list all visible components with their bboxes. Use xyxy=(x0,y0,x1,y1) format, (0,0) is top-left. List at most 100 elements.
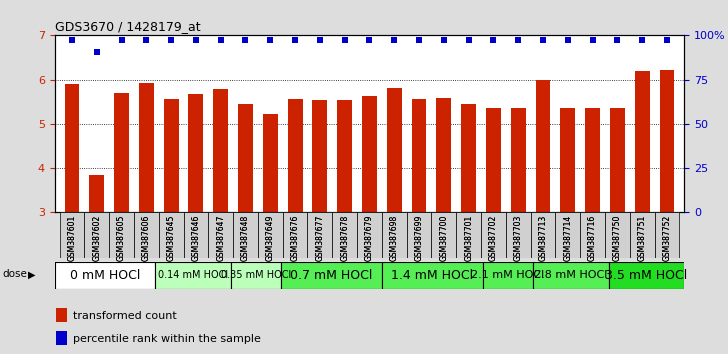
Bar xyxy=(288,99,303,212)
Text: GSM387714: GSM387714 xyxy=(563,215,572,261)
FancyBboxPatch shape xyxy=(258,212,282,258)
FancyBboxPatch shape xyxy=(483,262,533,289)
Bar xyxy=(139,83,154,212)
Text: GSM387679: GSM387679 xyxy=(365,215,374,261)
Point xyxy=(240,37,251,42)
Text: GSM387679: GSM387679 xyxy=(365,215,374,261)
Text: GSM387702: GSM387702 xyxy=(489,215,498,261)
Point xyxy=(116,37,127,42)
Text: GSM387677: GSM387677 xyxy=(315,215,325,261)
Text: GSM387678: GSM387678 xyxy=(340,215,349,261)
Bar xyxy=(561,108,575,212)
Point xyxy=(314,37,325,42)
Text: 0.7 mM HOCl: 0.7 mM HOCl xyxy=(290,269,373,282)
FancyBboxPatch shape xyxy=(605,212,630,258)
FancyBboxPatch shape xyxy=(533,262,609,289)
Point xyxy=(66,37,78,42)
Text: 0 mM HOCl: 0 mM HOCl xyxy=(70,269,141,282)
Text: GSM387716: GSM387716 xyxy=(588,215,597,261)
Bar xyxy=(387,87,402,212)
FancyBboxPatch shape xyxy=(580,212,605,258)
Text: GSM387606: GSM387606 xyxy=(142,215,151,261)
Text: GSM387648: GSM387648 xyxy=(241,215,250,261)
Text: GSM387605: GSM387605 xyxy=(117,215,126,261)
Point xyxy=(91,49,103,55)
Text: 2.8 mM HOCl: 2.8 mM HOCl xyxy=(534,270,608,280)
Text: 0.14 mM HOCl: 0.14 mM HOCl xyxy=(158,270,228,280)
Bar xyxy=(536,80,550,212)
Text: GSM387699: GSM387699 xyxy=(414,215,424,261)
Text: GSM387601: GSM387601 xyxy=(68,215,76,261)
Point xyxy=(463,37,475,42)
Text: GSM387647: GSM387647 xyxy=(216,215,225,261)
Point xyxy=(636,37,648,42)
FancyBboxPatch shape xyxy=(531,212,555,258)
Text: 0.35 mM HOCl: 0.35 mM HOCl xyxy=(221,270,291,280)
FancyBboxPatch shape xyxy=(382,212,407,258)
Bar xyxy=(213,89,228,212)
FancyBboxPatch shape xyxy=(654,212,679,258)
Text: GSM387700: GSM387700 xyxy=(439,215,448,261)
Point xyxy=(661,37,673,42)
FancyBboxPatch shape xyxy=(357,212,382,258)
Text: 3.5 mM HOCl: 3.5 mM HOCl xyxy=(606,269,688,282)
Text: GSM387648: GSM387648 xyxy=(241,215,250,261)
Point xyxy=(363,37,376,42)
FancyBboxPatch shape xyxy=(109,212,134,258)
Text: GSM387647: GSM387647 xyxy=(216,215,225,261)
Text: GSM387645: GSM387645 xyxy=(167,215,175,261)
Text: GSM387606: GSM387606 xyxy=(142,215,151,261)
Text: GSM387713: GSM387713 xyxy=(539,215,547,261)
Bar xyxy=(90,175,104,212)
Bar xyxy=(164,99,178,212)
Text: GSM387750: GSM387750 xyxy=(613,215,622,261)
Text: GSM387713: GSM387713 xyxy=(539,215,547,261)
Bar xyxy=(486,108,501,212)
Bar xyxy=(56,308,67,322)
FancyBboxPatch shape xyxy=(456,212,481,258)
Point xyxy=(289,37,301,42)
Bar xyxy=(660,70,674,212)
FancyBboxPatch shape xyxy=(432,212,456,258)
Point xyxy=(612,37,623,42)
Point xyxy=(513,37,524,42)
FancyBboxPatch shape xyxy=(407,212,432,258)
Text: GSM387751: GSM387751 xyxy=(638,215,646,261)
Text: GSM387649: GSM387649 xyxy=(266,215,274,261)
Text: percentile rank within the sample: percentile rank within the sample xyxy=(74,333,261,344)
Text: 2.1 mM HOCl: 2.1 mM HOCl xyxy=(471,270,545,280)
Text: GSM387698: GSM387698 xyxy=(389,215,399,261)
Text: GSM387677: GSM387677 xyxy=(315,215,325,261)
FancyBboxPatch shape xyxy=(231,262,281,289)
Text: GSM387702: GSM387702 xyxy=(489,215,498,261)
Text: GSM387703: GSM387703 xyxy=(514,215,523,261)
Text: GSM387649: GSM387649 xyxy=(266,215,274,261)
FancyBboxPatch shape xyxy=(208,212,233,258)
Text: dose: dose xyxy=(2,269,27,279)
Text: GSM387698: GSM387698 xyxy=(389,215,399,261)
Text: GSM387601: GSM387601 xyxy=(68,215,76,261)
FancyBboxPatch shape xyxy=(609,262,684,289)
Text: GSM387646: GSM387646 xyxy=(191,215,200,261)
Point xyxy=(438,37,450,42)
FancyBboxPatch shape xyxy=(481,212,506,258)
Text: GSM387752: GSM387752 xyxy=(662,215,671,261)
Bar xyxy=(56,331,67,344)
Bar xyxy=(238,104,253,212)
Point xyxy=(339,37,350,42)
Text: GSM387676: GSM387676 xyxy=(290,215,300,261)
FancyBboxPatch shape xyxy=(307,212,332,258)
Bar xyxy=(189,94,203,212)
Point xyxy=(587,37,598,42)
Point xyxy=(562,37,574,42)
Text: GSM387645: GSM387645 xyxy=(167,215,175,261)
Point xyxy=(389,37,400,42)
Text: GSM387700: GSM387700 xyxy=(439,215,448,261)
Text: GSM387602: GSM387602 xyxy=(92,215,101,261)
Point xyxy=(537,37,549,42)
Bar xyxy=(114,93,129,212)
Text: GSM387750: GSM387750 xyxy=(613,215,622,261)
Point xyxy=(215,37,226,42)
Bar xyxy=(411,99,427,212)
Text: GDS3670 / 1428179_at: GDS3670 / 1428179_at xyxy=(55,20,200,33)
